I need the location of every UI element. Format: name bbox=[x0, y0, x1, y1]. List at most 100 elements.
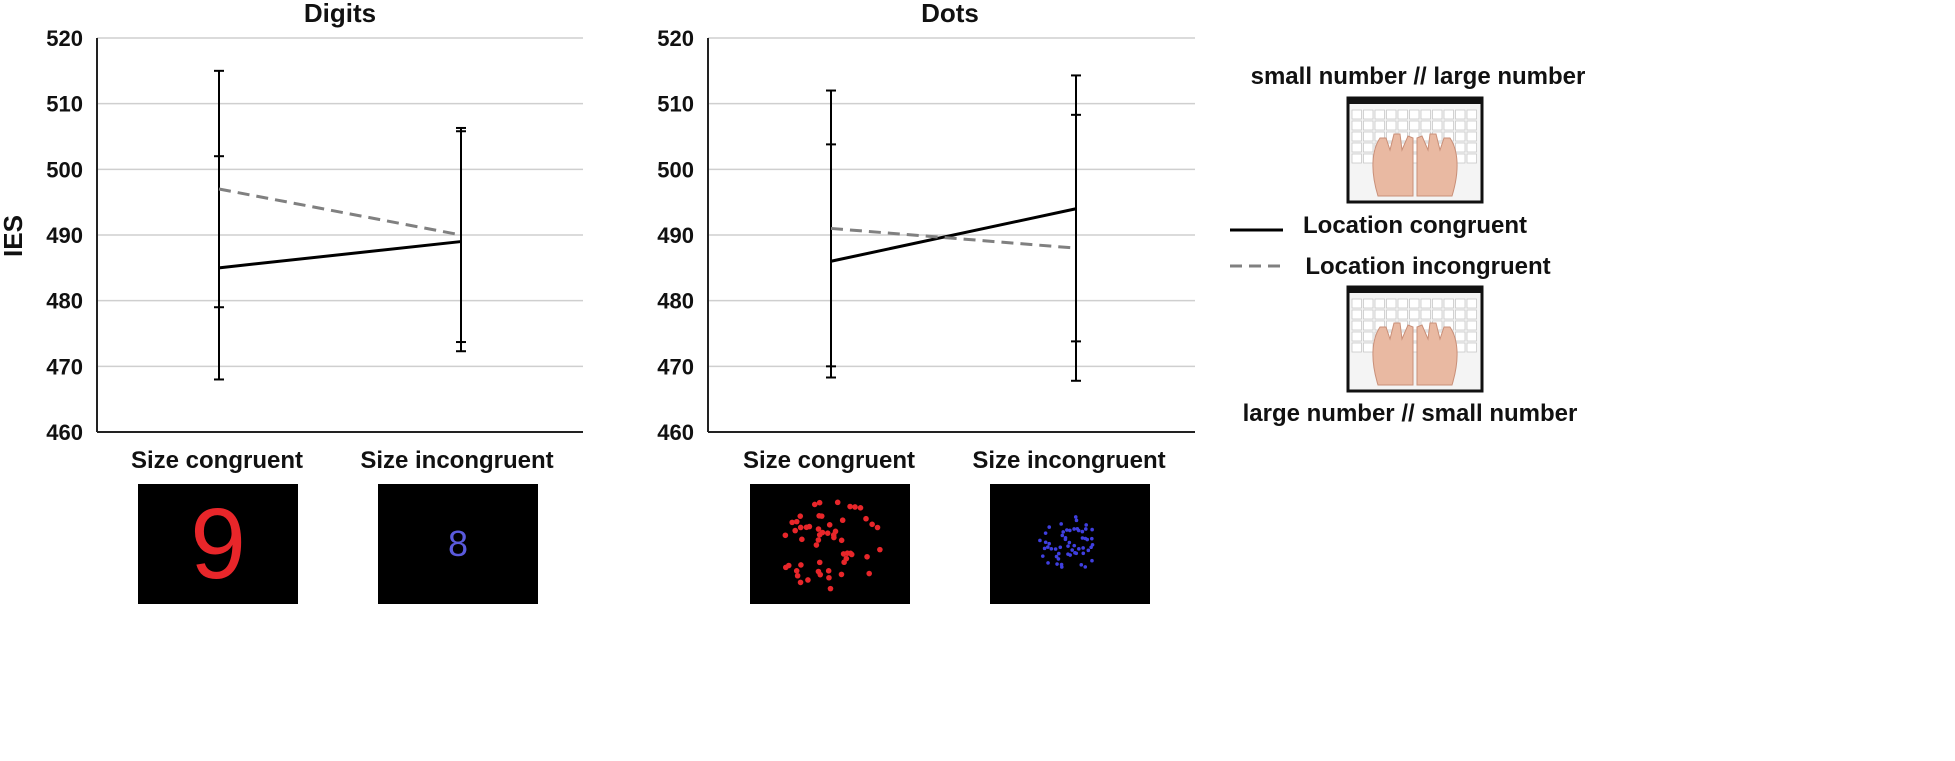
stimulus-dot bbox=[1060, 533, 1065, 538]
keyboard-key bbox=[1443, 109, 1454, 120]
stimulus-dot bbox=[1072, 527, 1076, 531]
stimulus-dot bbox=[797, 513, 804, 519]
stimulus-dot bbox=[1040, 554, 1045, 558]
keyboard-key bbox=[1363, 153, 1374, 164]
stimulus-dot bbox=[1090, 558, 1094, 563]
stimulus-dot bbox=[803, 524, 810, 531]
stimulus-dot bbox=[816, 499, 823, 506]
stimulus-dot bbox=[864, 553, 870, 560]
stimulus-dot bbox=[1056, 551, 1061, 556]
stimulus-dot bbox=[1089, 545, 1093, 550]
digits-chart-title: Digits bbox=[304, 0, 376, 28]
stimulus-dot bbox=[1042, 546, 1047, 551]
keyboard-key bbox=[1374, 298, 1385, 309]
keyboard-key bbox=[1386, 309, 1397, 320]
stimulus-dot bbox=[824, 530, 831, 536]
dots-chart: Dots Size congruent Size incongruent 460… bbox=[657, 0, 1195, 474]
blue-dot-cloud bbox=[1038, 515, 1095, 569]
digits-y-tick-label: 500 bbox=[46, 157, 83, 182]
keyboard-key bbox=[1351, 309, 1362, 320]
keyboard-key bbox=[1351, 131, 1362, 142]
stimulus-dot bbox=[827, 585, 834, 592]
digits-y-tick-label: 510 bbox=[46, 92, 83, 117]
stimulus-dot bbox=[838, 571, 845, 578]
stimulus-dot bbox=[1081, 551, 1086, 556]
keyboard-key bbox=[1363, 142, 1374, 153]
stimulus-dots-incongruent bbox=[990, 484, 1150, 604]
stimulus-dot bbox=[1068, 528, 1072, 533]
stimulus-dot bbox=[815, 526, 822, 532]
keyboard-key bbox=[1363, 320, 1374, 331]
keyboard-key bbox=[1363, 298, 1374, 309]
keyboard-key bbox=[1455, 142, 1466, 153]
stimulus-dot bbox=[843, 555, 850, 562]
stimulus-dot bbox=[1053, 547, 1058, 551]
dots-category-size-congruent: Size congruent bbox=[743, 447, 915, 474]
stimulus-dot bbox=[1046, 545, 1050, 549]
stimulus-dot bbox=[1073, 515, 1078, 519]
stimulus-digit-incongruent: 8 bbox=[378, 484, 538, 604]
keyboard-key bbox=[1455, 320, 1466, 331]
keyboard-key bbox=[1455, 331, 1466, 342]
keyboard-key bbox=[1351, 109, 1362, 120]
keyboard-key bbox=[1351, 331, 1362, 342]
stimulus-dot bbox=[1061, 530, 1066, 534]
stimulus-dot bbox=[815, 537, 822, 543]
stimulus-dot bbox=[797, 524, 804, 531]
stimulus-dot bbox=[1066, 552, 1070, 556]
stimulus-dot bbox=[834, 499, 841, 506]
keyboard-key bbox=[1420, 298, 1431, 309]
digits-y-tick-label: 460 bbox=[46, 420, 83, 445]
keyboard-key bbox=[1455, 298, 1466, 309]
keyboard-key bbox=[1386, 109, 1397, 120]
stimulus-dot bbox=[1072, 543, 1077, 548]
y-axis-label: IES bbox=[0, 215, 28, 257]
keyboard-key bbox=[1455, 131, 1466, 142]
keyboard-key bbox=[1432, 120, 1443, 131]
keyboard-key bbox=[1374, 109, 1385, 120]
stimulus-dot bbox=[1059, 522, 1063, 526]
dots-chart-title: Dots bbox=[921, 0, 979, 28]
stimulus-dot bbox=[852, 504, 858, 510]
digits-location-congruent-line bbox=[218, 240, 462, 270]
stimulus-dot bbox=[1065, 528, 1069, 532]
keyboard-key bbox=[1351, 320, 1362, 331]
keyboard-key bbox=[1420, 109, 1431, 120]
keyboard-key bbox=[1351, 298, 1362, 309]
keyboard-key bbox=[1466, 309, 1477, 320]
stimulus-dot bbox=[818, 513, 825, 519]
keyboard-key bbox=[1386, 120, 1397, 131]
stimulus-dot bbox=[1081, 546, 1085, 550]
stimulus-dot bbox=[838, 537, 845, 544]
red-dot-cloud bbox=[782, 499, 883, 592]
keyboard-key bbox=[1420, 309, 1431, 320]
dots-y-tick-label: 470 bbox=[657, 354, 694, 379]
stimulus-dot bbox=[874, 524, 881, 531]
keyboard-key bbox=[1466, 298, 1477, 309]
stimulus-dot bbox=[793, 568, 800, 574]
keyboard-key bbox=[1397, 109, 1408, 120]
stimulus-digit-congruent: 9 bbox=[138, 484, 298, 604]
stimulus-dot bbox=[792, 527, 798, 534]
legend-location-incongruent: Location incongruent bbox=[1305, 253, 1550, 280]
dots-y-tick-label: 520 bbox=[657, 26, 694, 51]
stimulus-dot bbox=[1063, 536, 1068, 540]
keyboard-key bbox=[1420, 120, 1431, 131]
legend: small number // large number Location co… bbox=[1230, 63, 1585, 427]
keyboard-hands-image-top bbox=[1346, 96, 1484, 204]
stimulus-dot bbox=[819, 529, 826, 536]
dots-category-size-incongruent: Size incongruent bbox=[972, 447, 1165, 474]
stimulus-dot bbox=[817, 571, 824, 578]
stimulus-dot bbox=[799, 536, 805, 543]
keyboard-key bbox=[1432, 109, 1443, 120]
keyboard-key bbox=[1455, 120, 1466, 131]
stimulus-dot bbox=[1043, 540, 1048, 545]
stimulus-dot bbox=[1090, 527, 1094, 532]
stimulus-dot bbox=[1067, 540, 1072, 545]
keyboard-key bbox=[1443, 309, 1454, 320]
dots-y-tick-label: 490 bbox=[657, 223, 694, 248]
stimulus-dot bbox=[816, 559, 823, 566]
stimulus-dot bbox=[798, 562, 804, 568]
dots-y-tick-label: 510 bbox=[657, 92, 694, 117]
stimulus-dot bbox=[1074, 518, 1079, 523]
